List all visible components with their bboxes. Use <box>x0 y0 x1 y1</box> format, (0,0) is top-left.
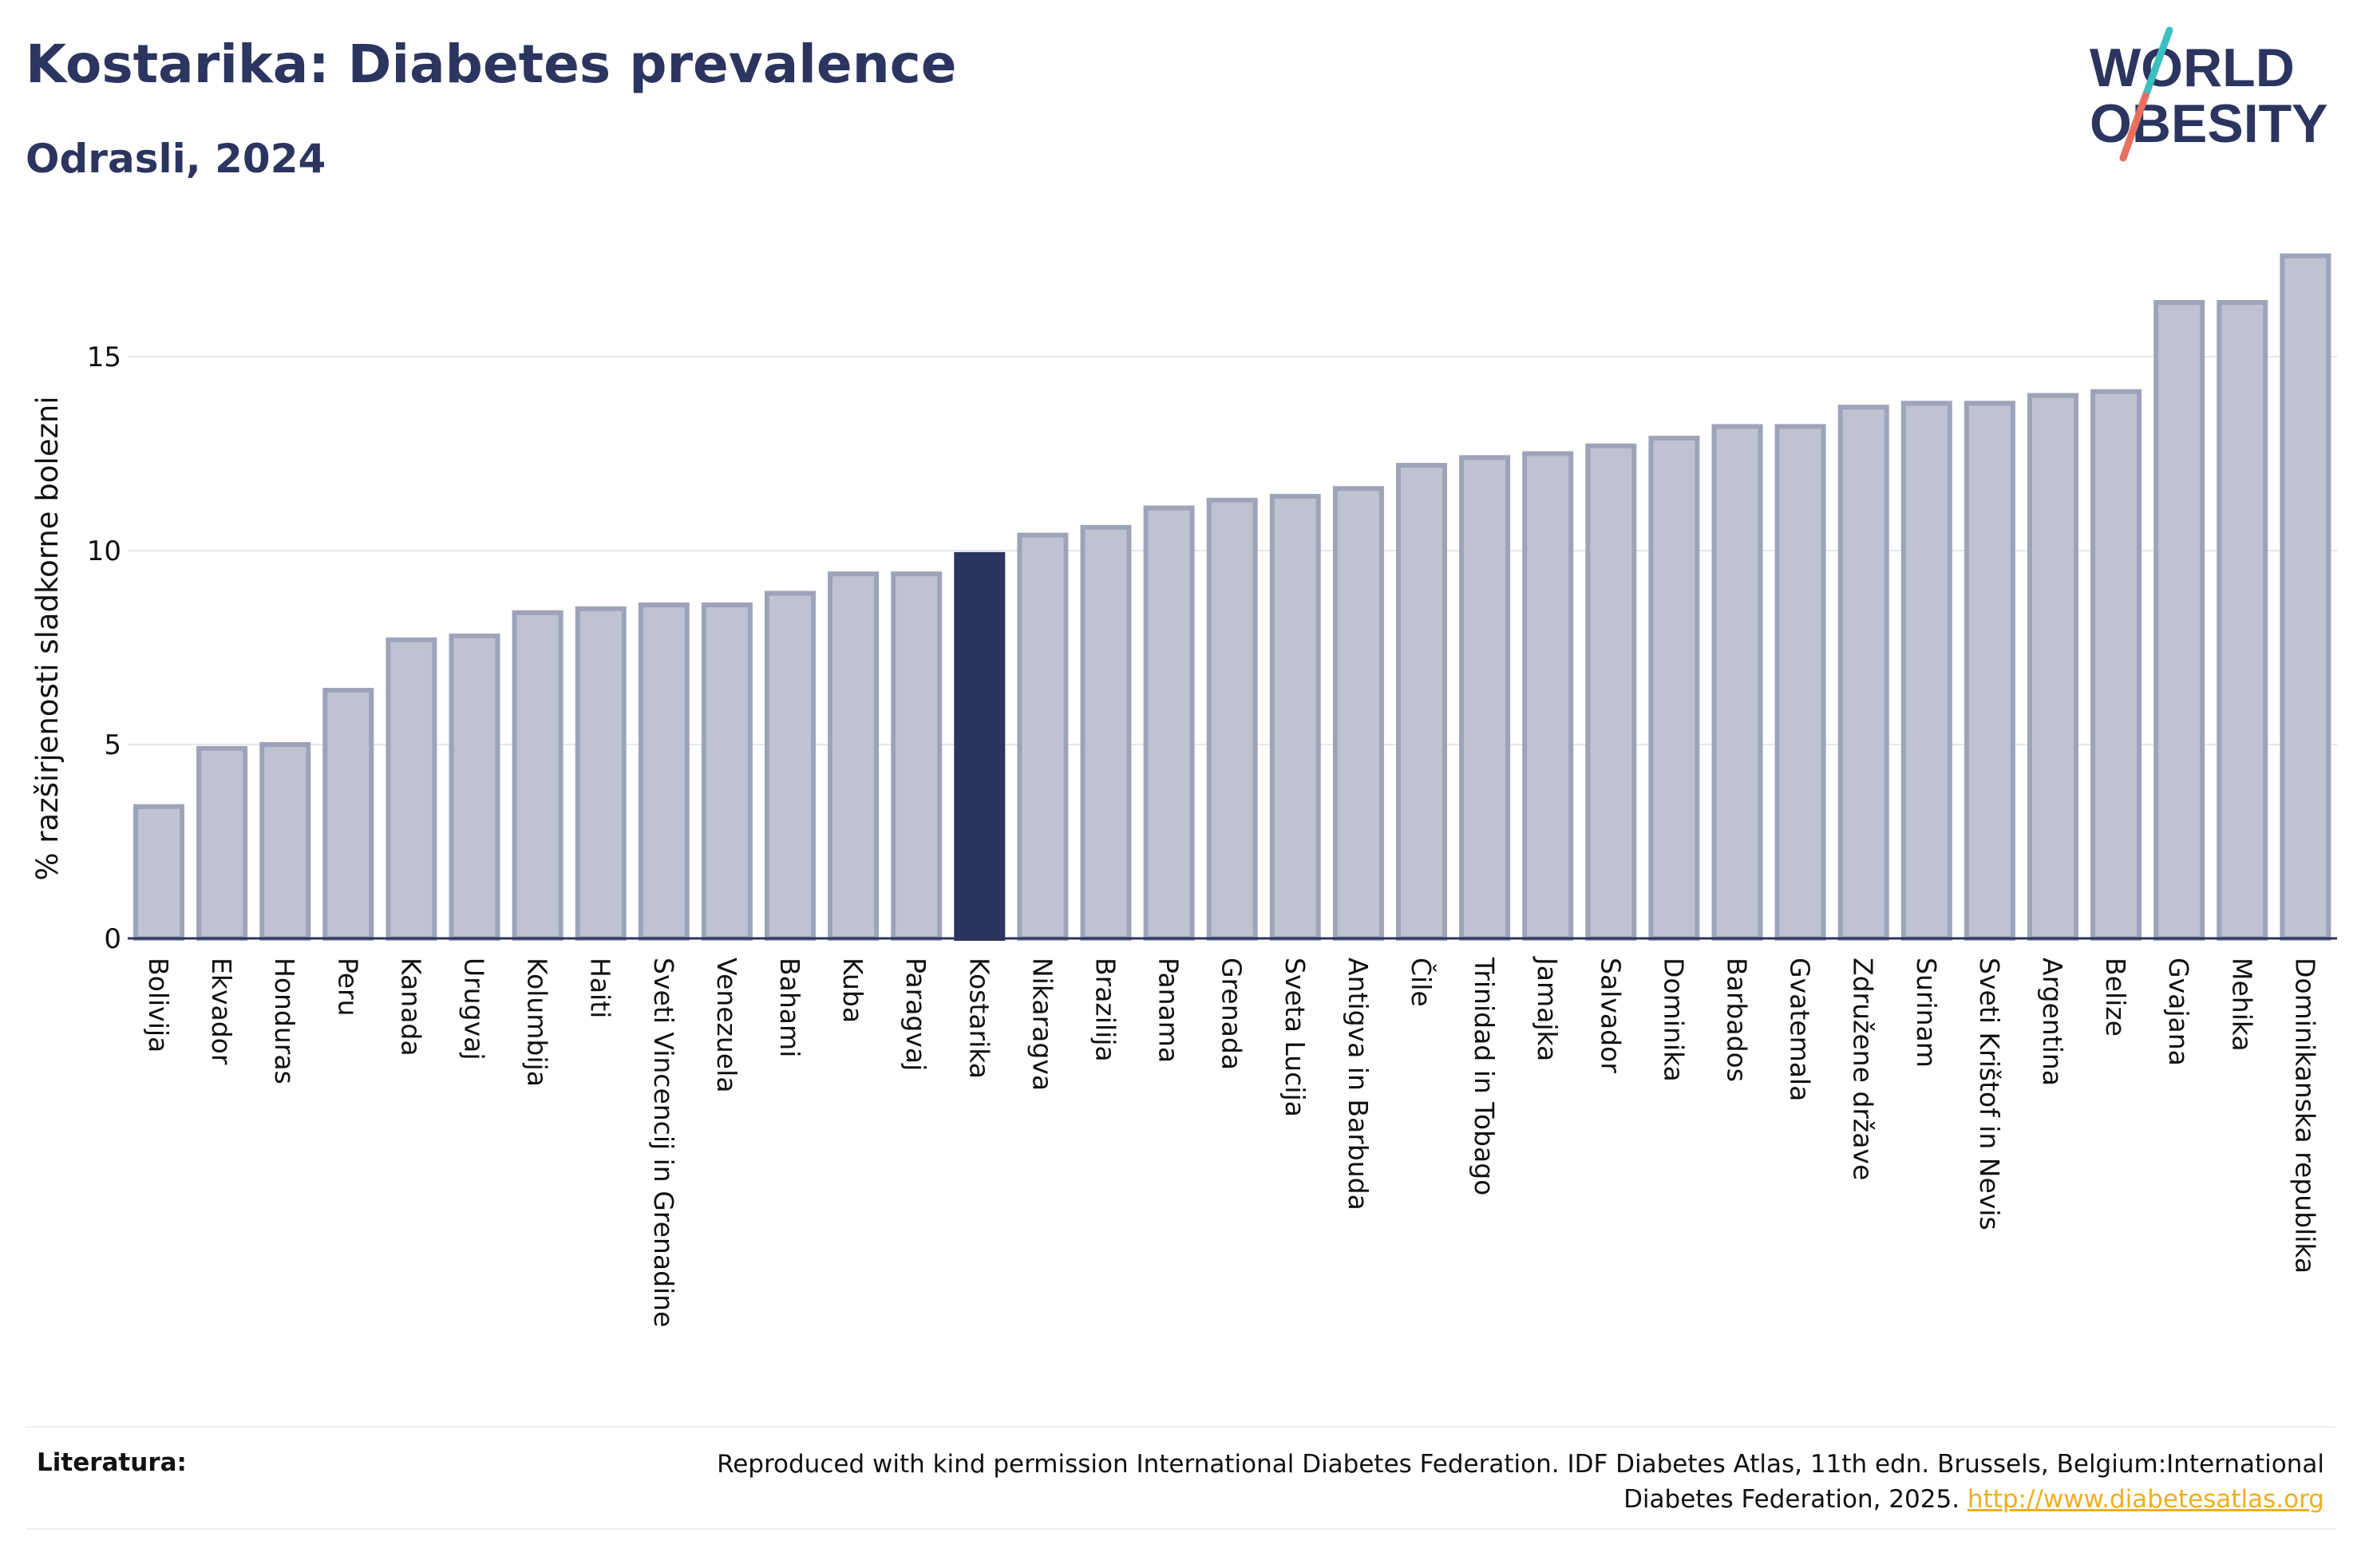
x-tick-label: Surinam <box>1911 958 1942 1068</box>
bar-Dominikanska republika <box>2280 253 2331 941</box>
x-tick-label: Bolivija <box>143 958 174 1053</box>
bar-Sveta Lucija <box>1269 493 1321 941</box>
bar-Združene države <box>1837 405 1889 941</box>
logo-slash-bottom <box>2119 92 2149 162</box>
x-tick-label: Barbados <box>1722 958 1753 1082</box>
bar-Honduras <box>259 742 311 941</box>
x-tick-label: Bahami <box>774 958 805 1057</box>
x-tick-label: Gvatemala <box>1785 958 1816 1101</box>
x-tick-label: Jamajka <box>1532 956 1563 1061</box>
bar-Haiti <box>575 606 627 942</box>
bar-Argentina <box>2027 393 2078 942</box>
references-text: Reproduced with kind permission Internat… <box>648 1447 2324 1517</box>
logo-word-world: WORLD <box>2090 38 2295 98</box>
bar-Dominika <box>1648 436 1700 941</box>
x-tick-label: Sveta Lucija <box>1279 958 1311 1117</box>
bar-Gvajana <box>2153 299 2205 941</box>
x-tick-label: Grenada <box>1216 958 1248 1070</box>
x-tick-label: Dominikanska republika <box>2289 958 2320 1274</box>
y-axis-label: % razširjenosti sladkorne bolezni <box>30 396 65 880</box>
bar-Sveti Vincencij in Grenadine <box>638 602 690 941</box>
x-tick-label: Kolumbija <box>522 958 553 1087</box>
chart-title: Kostarika: Diabetes prevalence <box>26 34 957 95</box>
x-tick-label: Sveti Krištof in Nevis <box>1974 958 2005 1230</box>
x-tick-label: Čile <box>1406 958 1438 1007</box>
bar-Nikaragva <box>1017 532 1069 941</box>
x-tick-label: Kostarika <box>963 958 995 1079</box>
bar-Grenada <box>1206 497 1258 941</box>
x-tick-label: Urugvaj <box>459 958 490 1060</box>
x-tick-label: Trinidad in Tobago <box>1469 957 1500 1195</box>
references-label: Literatura: <box>37 1448 187 1477</box>
bar-Jamajka <box>1522 451 1574 941</box>
bar-Čile <box>1396 463 1447 941</box>
bar-Kolumbija <box>512 610 564 941</box>
bar-Peru <box>322 687 374 942</box>
x-tick-label: Dominika <box>1658 958 1689 1082</box>
bar-Belize <box>2090 389 2142 941</box>
x-tick-label: Mehika <box>2226 958 2257 1052</box>
x-tick-label: Nikaragva <box>1026 958 1058 1091</box>
x-tick-label: Peru <box>332 958 363 1017</box>
x-tick-label: Salvador <box>1595 958 1626 1073</box>
y-tick-label: 5 <box>104 729 121 761</box>
x-tick-label: Paragvaj <box>900 958 931 1071</box>
x-tick-label: Argentina <box>2037 958 2068 1086</box>
x-tick-label: Haiti <box>585 958 616 1018</box>
chart-subtitle: Odrasli, 2024 <box>26 136 326 182</box>
logo-slash-top <box>2142 26 2173 100</box>
references-citation: Reproduced with kind permission Internat… <box>717 1450 2324 1514</box>
bar-Salvador <box>1585 443 1637 941</box>
x-tick-label: Honduras <box>269 958 300 1084</box>
bar-Barbados <box>1711 424 1763 941</box>
bar-Urugvaj <box>449 633 500 941</box>
bar-Panama <box>1143 505 1195 941</box>
bar-Ekvador <box>196 745 248 941</box>
bar-Brazilija <box>1080 524 1132 941</box>
y-tick-label: 15 <box>87 342 121 373</box>
x-tick-label: Venezuela <box>711 958 742 1092</box>
x-tick-label: Kuba <box>837 958 868 1023</box>
bar-Bolivija <box>133 804 184 942</box>
y-tick-label: 10 <box>87 535 121 567</box>
bar-Sveti Krištof in Nevis <box>1964 401 2015 941</box>
x-tick-label: Panama <box>1153 958 1184 1063</box>
x-tick-label: Sveti Vincencij in Grenadine <box>648 958 679 1327</box>
x-tick-label: Združene države <box>1848 958 1879 1180</box>
bar-Kuba <box>828 571 880 941</box>
diabetes-atlas-link[interactable]: http://www.diabetesatlas.org <box>1967 1485 2324 1514</box>
bar-Antigva in Barbuda <box>1332 486 1384 941</box>
world-obesity-logo: WORLD OBESITY <box>2090 26 2328 162</box>
bar-Paragvaj <box>891 571 943 941</box>
bar-Mehika <box>2217 299 2268 941</box>
references-footer: Literatura: Reproduced with kind permiss… <box>26 1426 2335 1530</box>
bar-Surinam <box>1900 401 1952 941</box>
bar-Kanada <box>386 637 437 942</box>
y-tick-label: 0 <box>104 923 121 955</box>
x-tick-label: Belize <box>2100 958 2131 1037</box>
bar-Venezuela <box>701 602 753 941</box>
bar-Gvatemala <box>1774 424 1826 941</box>
x-tick-label: Brazilija <box>1090 958 1121 1062</box>
bar-Trinidad in Tobago <box>1459 455 1511 941</box>
x-tick-label: Ekvador <box>206 958 237 1065</box>
bar-Kostarika <box>954 551 1006 941</box>
x-tick-label: Gvajana <box>2163 958 2194 1066</box>
bar-Bahami <box>765 590 816 942</box>
x-tick-label: Kanada <box>395 958 426 1057</box>
x-tick-label: Antigva in Barbuda <box>1343 958 1374 1211</box>
